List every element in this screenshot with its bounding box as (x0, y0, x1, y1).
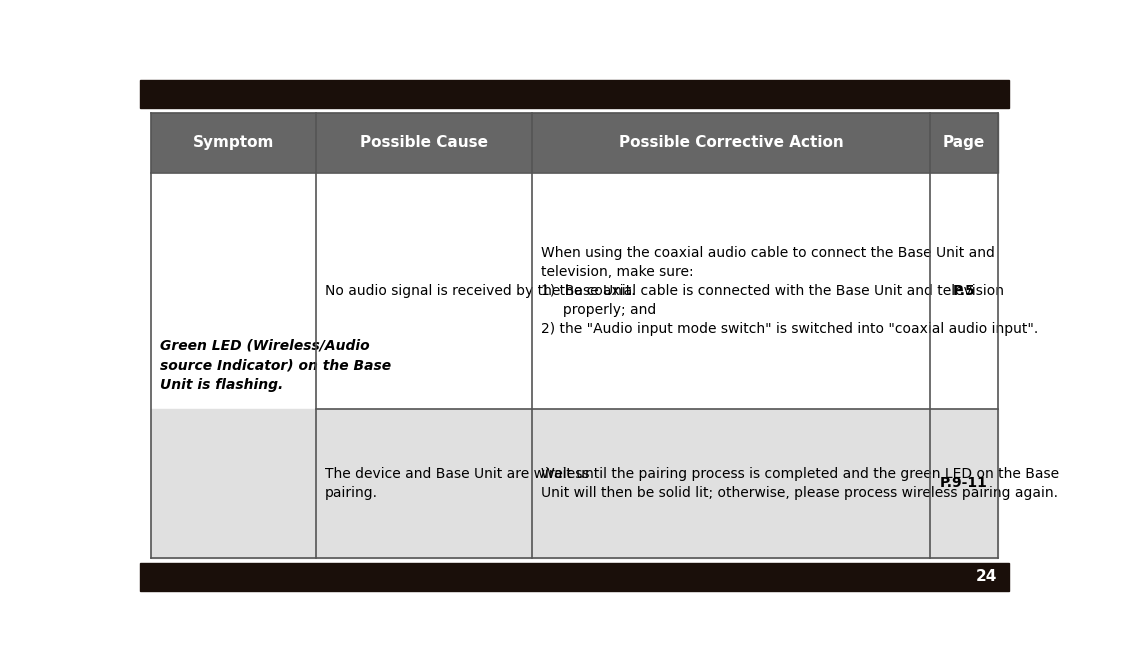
Text: Wait until the pairing process is completed and the green LED on the Base
Unit w: Wait until the pairing process is comple… (541, 467, 1059, 500)
Text: Page: Page (943, 135, 985, 151)
Text: Green LED (Wireless/Audio
source Indicator) on the Base
Unit is flashing.: Green LED (Wireless/Audio source Indicat… (160, 339, 391, 392)
Bar (151, 173, 998, 409)
Text: No audio signal is received by the Base Unit.: No audio signal is received by the Base … (325, 284, 636, 298)
Text: 24: 24 (976, 570, 998, 584)
Text: P.9-11: P.9-11 (939, 476, 988, 490)
Bar (140, 563, 1009, 591)
Text: Possible Cause: Possible Cause (360, 135, 489, 151)
Bar (151, 113, 998, 173)
Text: Symptom: Symptom (193, 135, 275, 151)
Bar (151, 409, 998, 558)
Text: Possible Corrective Action: Possible Corrective Action (619, 135, 843, 151)
Text: The device and Base Unit are wireless
pairing.: The device and Base Unit are wireless pa… (325, 467, 590, 500)
Text: When using the coaxial audio cable to connect the Base Unit and
television, make: When using the coaxial audio cable to co… (541, 246, 1038, 336)
Bar (140, 80, 1009, 108)
Text: P.5: P.5 (953, 284, 975, 298)
